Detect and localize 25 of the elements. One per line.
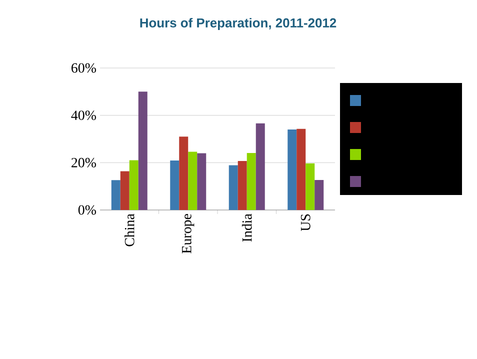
bar [129, 160, 138, 210]
bar [306, 163, 315, 210]
x-tick-label: China [124, 214, 134, 246]
bar [296, 128, 306, 210]
bar [179, 136, 188, 210]
bar [170, 160, 180, 210]
bar [238, 161, 247, 210]
bar [120, 171, 130, 210]
y-tick-label: 20% [72, 158, 96, 168]
bar [228, 165, 238, 210]
x-tick-label: US [300, 214, 310, 232]
y-tick-label: 60% [72, 63, 96, 73]
y-tick-label: 0% [78, 205, 96, 215]
bar [314, 180, 324, 210]
bar [288, 130, 297, 210]
bar [188, 152, 198, 210]
x-tick-label: India [242, 214, 252, 242]
x-tick-label: Europe [182, 214, 194, 254]
bar [111, 180, 120, 210]
bar [138, 92, 148, 210]
bar [256, 123, 265, 210]
bar [197, 153, 206, 210]
chart-title: Hours of Preparation, 2011-2012 [140, 18, 336, 30]
bar [246, 152, 256, 210]
y-tick-label: 40% [71, 110, 96, 120]
